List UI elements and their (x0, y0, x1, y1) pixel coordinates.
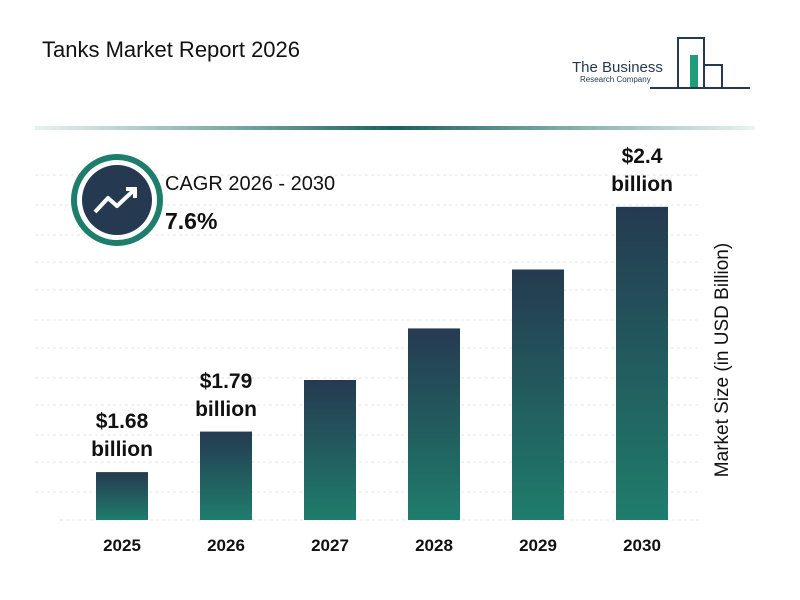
cagr-value: 7.6% (165, 208, 217, 234)
logo: The Business Research Company (572, 37, 750, 89)
x-tick-label: 2029 (519, 536, 557, 555)
x-tick-label: 2025 (103, 536, 141, 555)
separator (35, 126, 755, 130)
logo-subtext: Research Company (580, 75, 651, 84)
x-tick-label: 2027 (311, 536, 349, 555)
bar (616, 206, 668, 520)
bar (200, 431, 252, 520)
bar (512, 269, 564, 520)
bar (304, 380, 356, 520)
x-tick-label: 2030 (623, 536, 661, 555)
logo-text: The Business (572, 59, 663, 76)
bar (408, 328, 460, 520)
title: Tanks Market Report 2026 (42, 37, 300, 62)
bar (96, 472, 148, 520)
data-label: $1.79 billion (195, 369, 257, 421)
x-tick-label: 2028 (415, 536, 453, 555)
data-label: $2.4 billion (611, 144, 673, 196)
data-label: $1.68 billion (91, 410, 153, 462)
y-axis-label: Market Size (in USD Billion) (712, 243, 733, 477)
cagr-label: CAGR 2026 - 2030 (165, 173, 335, 195)
x-tick-label: 2026 (207, 536, 245, 555)
cagr-icon (71, 154, 163, 246)
